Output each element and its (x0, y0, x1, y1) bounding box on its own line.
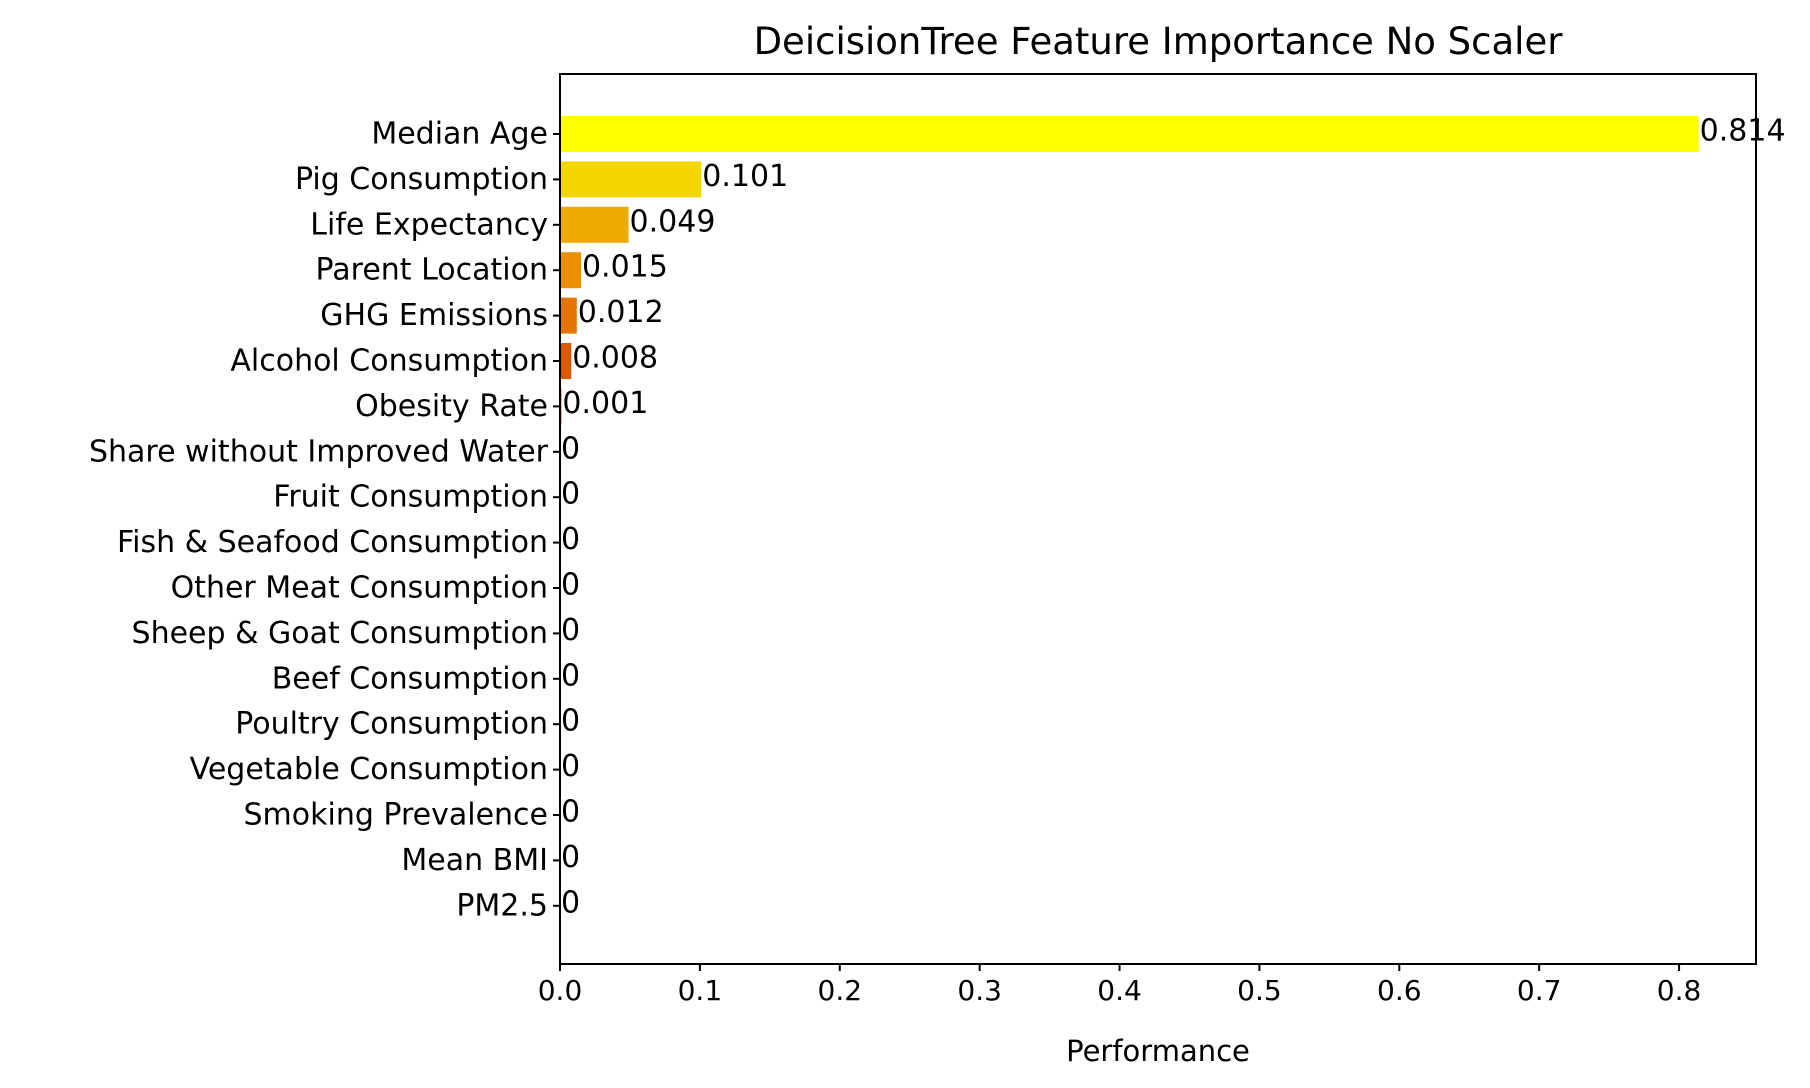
category-label-13: Poultry Consumption (235, 707, 548, 742)
x-tick-label-7: 0.7 (1517, 974, 1562, 1007)
x-axis-label: Performance (1066, 1034, 1250, 1068)
value-label-3: 0.015 (582, 250, 668, 285)
category-label-3: Parent Location (316, 253, 548, 288)
value-label-2: 0.049 (630, 204, 716, 239)
x-ticks-group: 0.0 0.1 0.2 0.3 0.4 0.5 0.6 0.7 0.8 (538, 964, 1702, 1007)
category-label-0: Median Age (371, 117, 548, 152)
bar-0 (560, 116, 1699, 152)
value-label-10: 0 (561, 568, 580, 603)
category-label-12: Beef Consumption (272, 661, 548, 696)
x-tick-label-4: 0.4 (1097, 974, 1142, 1007)
category-label-10: Other Meat Consumption (171, 571, 548, 606)
category-label-16: Mean BMI (401, 843, 548, 878)
bar-4 (560, 297, 577, 334)
category-label-11: Sheep & Goat Consumption (132, 616, 548, 651)
bar-2 (560, 206, 629, 243)
x-tick-label-8: 0.8 (1657, 974, 1702, 1007)
x-tick-label-0: 0.0 (538, 974, 583, 1007)
value-label-9: 0 (561, 522, 580, 557)
bar-5 (560, 343, 572, 379)
category-label-5: Alcohol Consumption (230, 344, 548, 379)
value-label-1: 0.101 (702, 159, 788, 194)
category-label-15: Smoking Prevalence (243, 798, 548, 833)
bars-group (560, 116, 1699, 425)
category-label-6: Obesity Rate (355, 389, 548, 424)
value-label-17: 0 (561, 885, 580, 920)
value-label-6: 0.001 (562, 386, 648, 421)
x-tick-label-1: 0.1 (678, 974, 723, 1007)
value-label-16: 0 (561, 840, 580, 875)
category-label-1: Pig Consumption (295, 162, 548, 197)
value-label-11: 0 (561, 613, 580, 648)
category-labels-group: Median Age Pig Consumption Life Expectancy… (89, 117, 560, 923)
category-label-9: Fish & Seafood Consumption (117, 525, 548, 560)
value-label-13: 0 (561, 704, 580, 739)
category-label-7: Share without Improved Water (89, 434, 549, 469)
value-label-8: 0 (561, 477, 580, 512)
value-labels-group: 0.814 0.101 0.049 0.015 0.012 0.008 0.001 0 0 0 0 0… (561, 114, 1786, 921)
chart-title: DeicisionTree Feature Importance No Scal… (754, 20, 1564, 63)
value-label-7: 0 (561, 431, 580, 466)
value-label-0: 0.814 (1700, 114, 1786, 149)
plot-frame (559, 73, 1757, 965)
category-label-14: Vegetable Consumption (190, 752, 548, 787)
value-label-12: 0 (561, 658, 580, 693)
value-label-5: 0.008 (572, 341, 658, 376)
value-label-4: 0.012 (578, 295, 664, 330)
value-label-14: 0 (561, 749, 580, 784)
bar-3 (560, 252, 581, 289)
value-label-15: 0 (561, 795, 580, 830)
category-label-17: PM2.5 (456, 888, 548, 923)
x-tick-label-3: 0.3 (957, 974, 1002, 1007)
x-tick-label-5: 0.5 (1237, 974, 1282, 1007)
category-label-4: GHG Emissions (320, 298, 548, 333)
category-label-2: Life Expectancy (310, 207, 548, 242)
category-label-8: Fruit Consumption (273, 480, 548, 515)
bar-1 (560, 161, 702, 198)
x-tick-label-2: 0.2 (818, 974, 863, 1007)
x-tick-label-6: 0.6 (1377, 974, 1422, 1007)
